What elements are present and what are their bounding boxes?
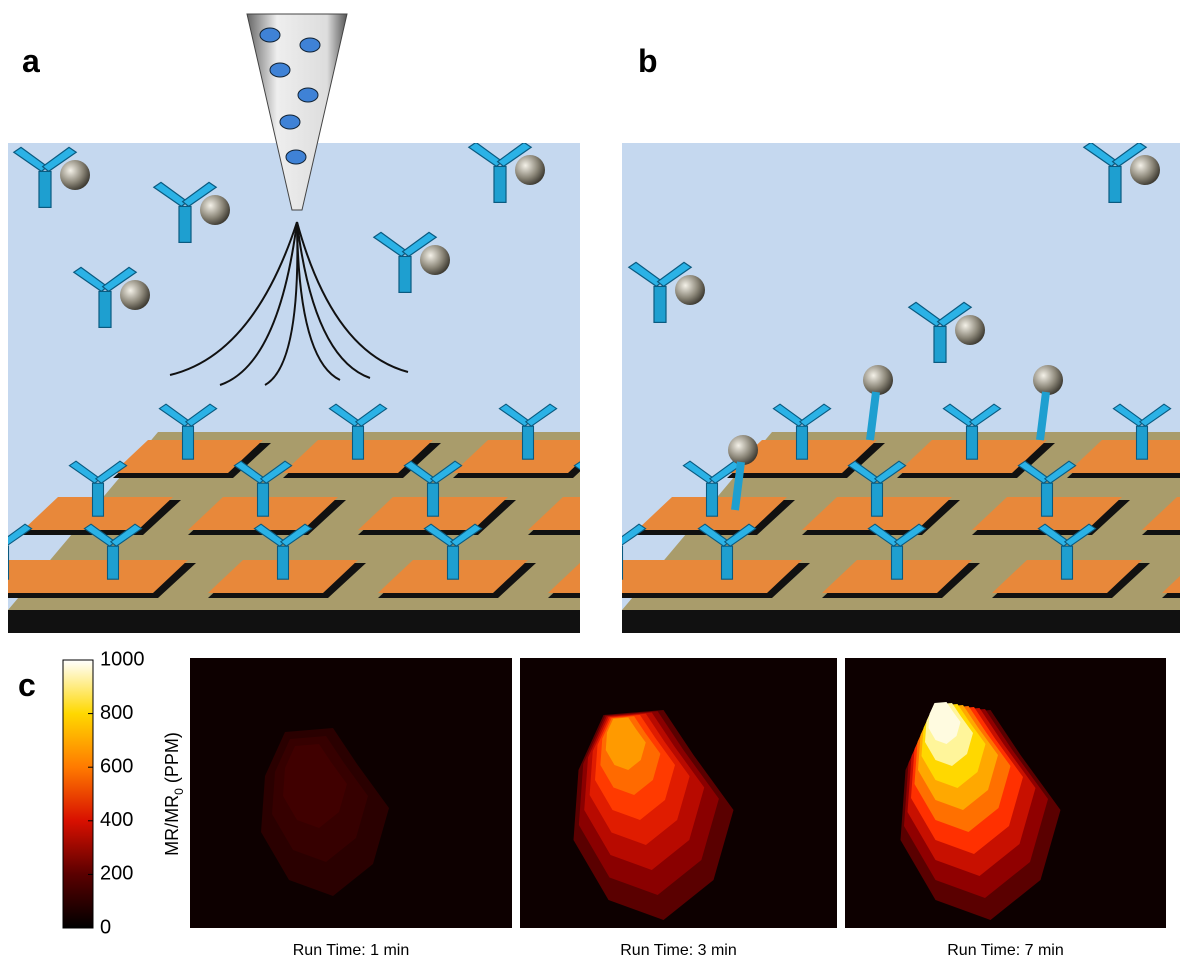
chip-base [8,610,580,633]
panel-label: c [18,667,36,703]
antibody-stem [722,546,733,579]
antibody-stem [872,483,883,516]
nanoparticle [420,245,450,275]
analyte [286,150,306,164]
antibody-stem [93,483,104,516]
antibody-stem [1137,426,1148,459]
heatmap-caption: Run Time: 3 min [620,942,736,959]
antibody-stem [179,206,191,242]
antibody-stem [1109,166,1121,202]
antibody-stem [278,546,289,579]
antibody-arm [588,524,619,546]
nanoparticle [955,315,985,345]
antibody-stem [598,483,609,516]
colorbar [63,660,93,928]
antibody-stem [654,286,666,322]
nanoparticle [1130,155,1160,185]
heatmap-caption: Run Time: 1 min [293,942,409,959]
nanoparticle [60,160,90,190]
analyte [260,28,280,42]
panel-label: b [638,43,658,79]
antibody-stem [1042,483,1053,516]
analyte [300,38,320,52]
nanoparticle [1033,365,1063,395]
colorbar-tick-label: 800 [100,702,133,724]
colorbar-tick-label: 0 [100,916,111,938]
antibody-stem [39,171,51,207]
analyte [270,63,290,77]
analyte [280,115,300,129]
antibody-stem [428,483,439,516]
antibody-stem [494,166,506,202]
nanoparticle [675,275,705,305]
heatmaps: Run Time: 1 min Run Time: 3 min Run Time: … [190,658,1166,959]
colorbar-tick-label: 400 [100,809,133,831]
antibody-stem [892,546,903,579]
antibody-stem [612,546,623,579]
colorbar-tick-label: 1000 [100,648,145,670]
antibody-stem [934,326,946,362]
antibody-stem [108,546,119,579]
antibody-stem [183,426,194,459]
antibody-stem [967,426,978,459]
nanoparticle [120,280,150,310]
antibody-stem [707,483,718,516]
chip-base [622,610,1180,633]
panel-label: a [22,43,40,79]
antibody-arm [0,524,5,546]
colorbar-tick-label: 200 [100,863,133,885]
nanoparticle [863,365,893,395]
nanoparticle [728,435,758,465]
antibody-stem [258,483,269,516]
antibody-stem [1062,546,1073,579]
antibody-stem [797,426,808,459]
antibody-arm [594,524,625,546]
heatmap-caption: Run Time: 7 min [947,942,1063,959]
nanoparticle [515,155,545,185]
figure: a b c MR/MR0(PPM) Run Time: 1 minRun Tim… [0,0,1180,961]
illustration-b [542,142,1180,633]
antibody-stem [523,426,534,459]
analyte [298,88,318,102]
antibody-stem [448,546,459,579]
nanoparticle [200,195,230,225]
antibody-stem [0,546,9,579]
colorbar-label: MR/MR0(PPM) [162,732,186,856]
colorbar-tick-label: 600 [100,755,133,777]
antibody-stem [399,256,411,292]
antibody-stem [353,426,364,459]
antibody-stem [99,291,111,327]
